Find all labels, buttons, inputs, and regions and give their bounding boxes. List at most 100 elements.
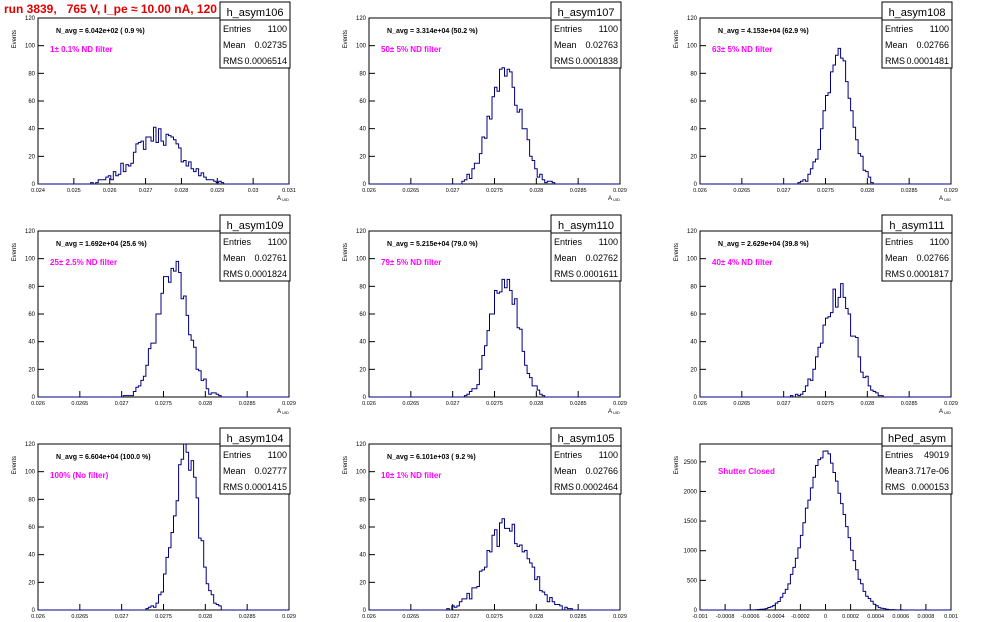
panel-h_asym106-xtick-label: 0.026 bbox=[103, 188, 117, 194]
panel-h_asym105-ytick-label: 0 bbox=[363, 608, 367, 614]
panel-hPed_asym-xtick-label: -0.0004 bbox=[766, 614, 785, 620]
panel-h_asym107-xtick-label: 0.0275 bbox=[486, 188, 503, 194]
panel-h_asym109-ytick-label: 40 bbox=[28, 340, 35, 346]
panel-hPed_asym-stats-key: RMS bbox=[885, 482, 905, 492]
panel-h_asym108-ytick-label: 120 bbox=[687, 16, 698, 22]
panel-h_asym106-xtick-label: 0.029 bbox=[210, 188, 224, 194]
panel-h_asym106-xtick-label: 0.028 bbox=[175, 188, 189, 194]
panel-h_asym105-ylabel: Events bbox=[343, 456, 349, 474]
panel-h_asym111-ytick-label: 120 bbox=[687, 229, 698, 235]
panel-h_asym110-stats-key: Entries bbox=[554, 237, 583, 247]
panel-h_asym106-ytick-label: 100 bbox=[25, 44, 36, 50]
panel-h_asym110-ytick-label: 0 bbox=[363, 395, 367, 401]
panel-h_asym110-stats-box bbox=[550, 214, 622, 282]
panel-h_asym111-stats-value: 1100 bbox=[930, 237, 949, 247]
panel-h_asym111-ytick-label: 40 bbox=[690, 340, 697, 346]
panel-h_asym109-histogram bbox=[38, 260, 289, 398]
panel-h_asym111-filter-label: 40± 4% ND filter bbox=[712, 258, 772, 267]
panel-h_asym105-xtick-label: 0.029 bbox=[613, 614, 627, 620]
panel-h_asym109-xtick-label: 0.0265 bbox=[71, 401, 88, 407]
panel-h_asym109-xtick-label: 0.026 bbox=[31, 401, 45, 407]
panel-hPed_asym-stats-key: Mean bbox=[885, 466, 908, 476]
panel-h_asym105-stats-key: RMS bbox=[554, 482, 574, 492]
panel-h_asym105-ytick-label: 100 bbox=[356, 470, 367, 476]
panel-h_asym110-xtick-label: 0.0285 bbox=[570, 401, 587, 407]
panel-h_asym111-ytick-label: 100 bbox=[687, 257, 698, 263]
panel-h_asym109-ylabel: Events bbox=[12, 243, 18, 261]
panel-h_asym105-xtick-label: 0.026 bbox=[362, 614, 376, 620]
panel-h_asym107-xlabel: A bbox=[608, 196, 612, 202]
panel-h_asym107-ytick-label: 120 bbox=[356, 16, 367, 22]
panel-h_asym111-xtick-label: 0.0285 bbox=[901, 401, 918, 407]
panel-hPed_asym-xtick-label: 0.0008 bbox=[917, 614, 934, 620]
panel-h_asym111-navg-label: N_avg = 2.629e+04 (39.8 %) bbox=[718, 241, 809, 248]
panel-hPed_asym-xtick-label: 0.001 bbox=[944, 614, 958, 620]
panel-h_asym105-ytick-label: 80 bbox=[359, 497, 366, 503]
panel-h_asym111-xtick-label: 0.0265 bbox=[733, 401, 750, 407]
panel-h_asym104-xtick-label: 0.029 bbox=[282, 614, 296, 620]
panel-h_asym111-stats-box bbox=[881, 214, 953, 282]
panel-h_asym106-stats-title: h_asym106 bbox=[227, 7, 284, 19]
panel-h_asym106-stats-value: 1100 bbox=[268, 24, 287, 34]
panel-h_asym104-stats-value: 1100 bbox=[268, 450, 287, 460]
panel-h_asym109-xlabel-sub: UID bbox=[282, 410, 289, 415]
panel-h_asym104-xtick-label: 0.026 bbox=[31, 614, 45, 620]
panel-h_asym105-stats-value: 0.02766 bbox=[585, 466, 618, 476]
panel-hPed_asym-xtick-label: -0.0008 bbox=[716, 614, 735, 620]
panel-h_asym111-xtick-label: 0.026 bbox=[693, 401, 707, 407]
panel-h_asym111-xtick-label: 0.0275 bbox=[817, 401, 834, 407]
panel-h_asym107-xtick-label: 0.027 bbox=[446, 188, 460, 194]
panel-h_asym108-xtick-label: 0.0265 bbox=[733, 188, 750, 194]
panel-h_asym105-ytick-label: 20 bbox=[359, 580, 366, 586]
panel-h_asym107-stats-key: RMS bbox=[554, 56, 574, 66]
panel-h_asym110-ytick-label: 60 bbox=[359, 312, 366, 318]
panel-hPed_asym-ytick-label: 500 bbox=[687, 578, 698, 584]
panel-h_asym110-xtick-label: 0.0265 bbox=[402, 401, 419, 407]
panel-hPed_asym-stats-key: Entries bbox=[885, 450, 914, 460]
panel-h_asym110-ytick-label: 120 bbox=[356, 229, 367, 235]
panel-h_asym109-xtick-label: 0.0285 bbox=[239, 401, 256, 407]
panel-hPed_asym-stats-title: hPed_asym bbox=[888, 433, 946, 445]
panel-h_asym106-ylabel: Events bbox=[12, 30, 18, 48]
panel-h_asym104-stats-key: Entries bbox=[223, 450, 252, 460]
panel-hPed_asym-xtick-label: -0.001 bbox=[692, 614, 708, 620]
panel-h_asym108-stats-title: h_asym108 bbox=[889, 7, 946, 19]
panel-hPed_asym-ylabel: Events bbox=[674, 456, 680, 474]
panel-h_asym110-xlabel: A bbox=[608, 409, 612, 415]
panel-h_asym109-stats-title: h_asym109 bbox=[227, 220, 284, 232]
panel-h_asym105-ytick-label: 120 bbox=[356, 442, 367, 448]
panel-hPed_asym-xtick-label: -0.0006 bbox=[741, 614, 760, 620]
panel-h_asym107-stats-title: h_asym107 bbox=[558, 7, 615, 19]
panel-hPed_asym-xtick-label: 0.0006 bbox=[892, 614, 909, 620]
panel-h_asym109-xlabel: A bbox=[277, 409, 281, 415]
panel-h_asym104-filter-label: 100% (No filter) bbox=[50, 471, 109, 480]
panel-h_asym107-ytick-label: 20 bbox=[359, 154, 366, 160]
panel-h_asym111-stats-title: h_asym111 bbox=[889, 220, 944, 232]
panel-h_asym104-ytick-label: 120 bbox=[25, 442, 36, 448]
panel-h_asym104-xtick-label: 0.0265 bbox=[71, 614, 88, 620]
panel-h_asym110-stats-title: h_asym110 bbox=[558, 220, 614, 232]
panel-hPed_asym-ytick-label: 1000 bbox=[684, 549, 698, 555]
panel-hPed_asym-ytick-label: 2500 bbox=[684, 460, 698, 466]
panel-h_asym109-xtick-label: 0.0275 bbox=[155, 401, 172, 407]
panel-h_asym106-stats-key: Entries bbox=[223, 24, 252, 34]
panel-h_asym109-stats-box bbox=[219, 214, 291, 282]
panel-h_asym107-filter-label: 50± 5% ND filter bbox=[381, 45, 441, 54]
panel-h_asym107-ylabel: Events bbox=[343, 30, 349, 48]
panel-h_asym108-stats-key: Mean bbox=[885, 40, 908, 50]
panel-h_asym110-stats-key: RMS bbox=[554, 269, 574, 279]
panel-h_asym108-xlabel-sub: UID bbox=[944, 197, 951, 202]
panel-h_asym110-ylabel: Events bbox=[343, 243, 349, 261]
panel-h_asym104-navg-label: N_avg = 6.604e+04 (100.0 %) bbox=[56, 454, 151, 461]
panel-h_asym109-stats-value: 0.02761 bbox=[254, 253, 287, 263]
panel-h_asym111-ylabel: Events bbox=[674, 243, 680, 261]
panel-h_asym111-stats-key: RMS bbox=[885, 269, 905, 279]
panel-h_asym106-filter-label: 1± 0.1% ND filter bbox=[50, 45, 113, 54]
panel-h_asym106-xlabel-sub: UID bbox=[282, 197, 289, 202]
panel-h_asym109-stats-key: RMS bbox=[223, 269, 243, 279]
panel-h_asym106-xtick-label: 0.025 bbox=[67, 188, 81, 194]
panel-h_asym104-ytick-label: 80 bbox=[28, 497, 35, 503]
panel-h_asym111-stats-value: 0.0001817 bbox=[906, 269, 949, 279]
panel-h_asym110-ytick-label: 40 bbox=[359, 340, 366, 346]
panel-hPed_asym-xtick-label: 0 bbox=[824, 614, 827, 620]
